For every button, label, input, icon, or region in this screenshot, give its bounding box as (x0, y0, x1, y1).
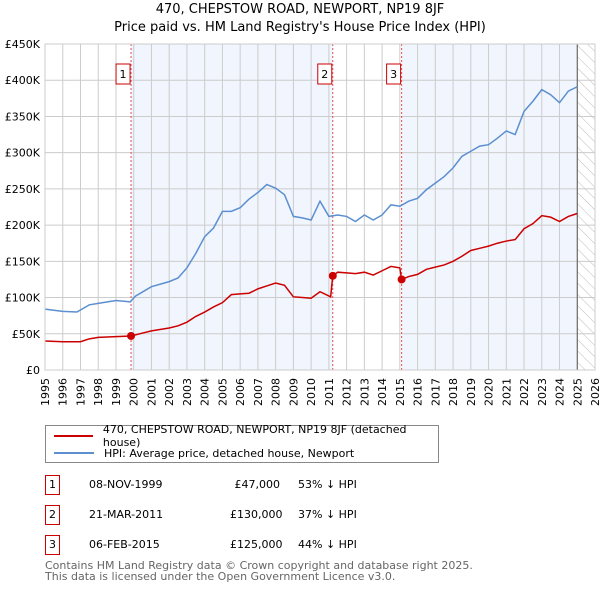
x-tick-label: 1998 (92, 378, 105, 406)
shaded-period (131, 44, 333, 370)
x-tick-label: 1995 (39, 378, 52, 406)
sale-label: 1 (120, 68, 127, 81)
sale-point (328, 271, 337, 280)
sale-number-badge: 2 (45, 505, 60, 525)
sale-hpi-delta: 53% ↓ HPI (298, 478, 357, 491)
x-tick-label: 2000 (128, 378, 141, 406)
price-chart: 1995 1996 1997 1998 1999 2000 2001 2002 2003 2004… (5, 38, 600, 406)
x-tick-label: 2006 (234, 378, 247, 406)
y-tick-label: £200K (5, 219, 41, 232)
sale-label-box (115, 63, 131, 85)
sale-number-badge: 3 (45, 535, 60, 555)
y-tick-label: £350K (5, 110, 41, 123)
y-tick-label: £150K (5, 255, 41, 268)
x-tick-label: 2022 (518, 378, 531, 406)
footer-line: This data is licensed under the Open Gov… (45, 570, 396, 583)
x-tick-label: 2024 (554, 378, 567, 406)
sale-date: 21-MAR-2011 (89, 508, 164, 521)
sale-date: 06-FEB-2015 (89, 538, 160, 551)
sale-number-badge: 1 (45, 475, 60, 495)
sale-price: £130,000 (230, 508, 283, 521)
x-tick-label: 2012 (341, 378, 354, 406)
chart-subtitle: Price paid vs. HM Land Registry's House … (114, 20, 486, 35)
footer-line: Contains HM Land Registry data © Crown c… (45, 559, 473, 572)
y-tick-label: £450K (5, 38, 41, 51)
sale-point (127, 331, 136, 340)
x-tick-label: 2004 (199, 378, 212, 406)
y-tick-label: £300K (5, 147, 41, 160)
x-tick-label: 1996 (57, 378, 70, 406)
x-tick-label: 2015 (394, 378, 407, 406)
sale-hpi-delta: 44% ↓ HPI (298, 538, 357, 551)
x-tick-label: 2023 (536, 378, 549, 406)
sale-label: 3 (390, 68, 397, 81)
x-tick-label: 2005 (216, 378, 229, 406)
y-tick-label: £50K (12, 328, 41, 341)
x-tick-label: 2017 (429, 378, 442, 406)
x-tick-label: 2001 (145, 378, 158, 406)
sale-label-box (317, 63, 333, 85)
legend-item-hpi: HPI: Average price, detached house, Newp… (54, 445, 354, 461)
x-tick-label: 2013 (358, 378, 371, 406)
legend-label: 470, CHEPSTOW ROAD, NEWPORT, NP19 8JF (d… (102, 423, 407, 449)
x-tick-label: 2009 (287, 378, 300, 406)
x-tick-label: 2010 (305, 378, 318, 406)
sale-date: 08-NOV-1999 (89, 478, 163, 491)
sale-row: 2 21-MAR-2011 £130,000 37% ↓ HPI (45, 505, 465, 525)
sale-row: 1 08-NOV-1999 £47,000 53% ↓ HPI (45, 475, 465, 495)
y-tick-label: £400K (5, 74, 41, 87)
x-tick-label: 2003 (181, 378, 194, 406)
legend-item-property: 470, CHEPSTOW ROAD, NEWPORT, NP19 8JF (d… (54, 423, 438, 449)
legend-swatch-red (54, 435, 93, 437)
x-tick-label: 2007 (252, 378, 265, 406)
chart-title: 470, CHEPSTOW ROAD, NEWPORT, NP19 8JF (155, 2, 445, 17)
legend-label: HPI: Average price, detached house, Newp… (104, 446, 355, 460)
sale-price: £47,000 (234, 478, 281, 491)
sale-point (397, 275, 406, 284)
x-tick-label: 2025 (571, 378, 584, 406)
legend: 470, CHEPSTOW ROAD, NEWPORT, NP19 8JF (d… (45, 423, 439, 463)
x-tick-label: 1997 (74, 378, 87, 406)
shaded-period (401, 44, 578, 370)
sale-label-box (386, 63, 402, 85)
x-tick-label: 2002 (163, 378, 176, 406)
x-tick-label: 2020 (483, 378, 496, 406)
legend-swatch-blue (54, 452, 94, 454)
x-tick-label: 1999 (110, 378, 123, 406)
x-tick-label: 2026 (589, 378, 600, 406)
footer: Contains HM Land Registry data © Crown c… (45, 560, 473, 582)
x-tick-label: 2014 (376, 378, 389, 406)
hpi-line (44, 86, 578, 313)
sale-label: 2 (321, 68, 328, 81)
sale-row: 3 06-FEB-2015 £125,000 44% ↓ HPI (45, 535, 465, 555)
x-tick-label: 2016 (412, 378, 425, 406)
sale-price: £125,000 (230, 538, 283, 551)
y-tick-label: £250K (5, 183, 41, 196)
x-tick-label: 2021 (500, 378, 513, 406)
x-tick-label: 2011 (323, 378, 336, 406)
sale-hpi-delta: 37% ↓ HPI (298, 508, 357, 521)
forecast-hatch (577, 44, 595, 370)
x-tick-label: 2008 (270, 378, 283, 406)
x-tick-label: 2019 (465, 378, 478, 406)
plot-border (44, 43, 596, 371)
y-tick-label: £100K (5, 292, 41, 305)
x-tick-label: 2018 (447, 378, 460, 406)
y-tick-label: £0 (26, 364, 40, 377)
